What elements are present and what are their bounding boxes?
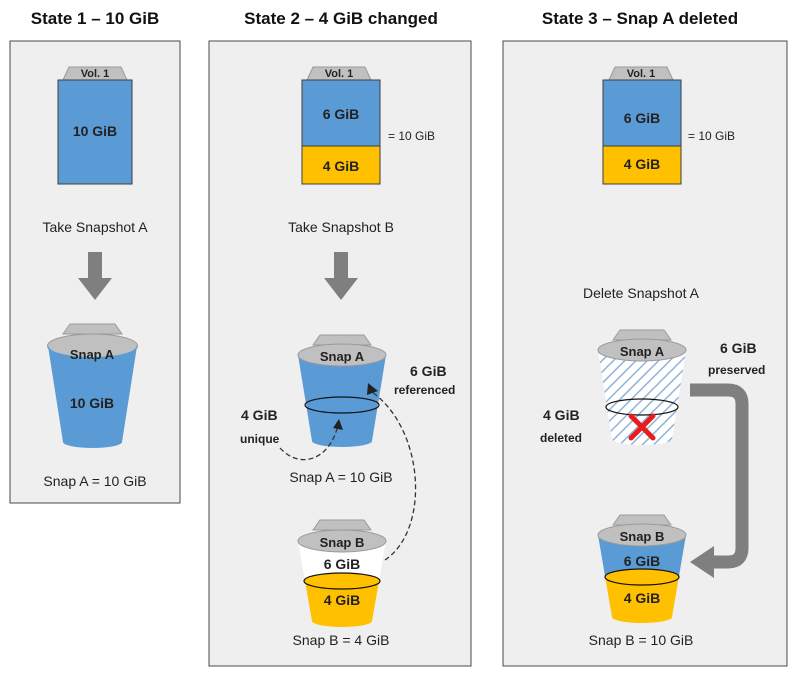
state3-preserved-value: 6 GiB [720,340,757,356]
state2-unique-arrow [279,424,339,461]
state3-preserve-arrow [690,383,749,569]
state2-heading: State 2 – 4 GiB changed [244,9,438,28]
state2-referenced-arrow [371,391,417,561]
state3-snapA-body [598,350,686,439]
state3-volume-top [602,79,682,147]
state1-snapshot-value: 10 GiB [70,395,114,411]
state1-volume-block [57,79,133,185]
state2-referenced-arrowhead [367,383,378,395]
state3-snapA-rim [597,338,687,362]
state2-snapB-lid [312,519,372,531]
state1-volume-value: 10 GiB [73,123,117,139]
state1-volume-tab-label: Vol. 1 [81,68,110,80]
state1-snapshot-rim-top [48,335,137,357]
state1-down-arrow [78,252,112,300]
state2-volume-bottom [301,145,381,185]
state3-snapA-label: Snap A [620,344,665,359]
state2-snapB-top-value: 6 GiB [324,556,361,572]
state3-snapB-summary: Snap B = 10 GiB [589,632,694,648]
state2-volume-top [301,79,381,147]
state3-volume-bottom-value: 4 GiB [624,156,661,172]
state2-down-arrow [324,252,358,300]
state1-snapshot-label: Snap A [70,347,115,362]
state3-snapB-top-value: 6 GiB [624,553,661,569]
state2-snapA-body [298,355,386,441]
state2-volume-top-value: 6 GiB [323,106,360,122]
state1-snapshot-base [63,436,122,448]
state1-action-label: Take Snapshot A [42,219,148,235]
state3-deleted-text: deleted [540,431,582,445]
state1-volume: Vol. 1 10 GiB [57,66,133,185]
state2-snapA-base [312,435,372,447]
state2-snapA-rim [297,343,387,367]
state2-snapB-bucket: Snap B 6 GiB 4 GiB [297,519,387,627]
state3-snapA-bucket: Snap A [597,329,687,445]
state3-action-label: Delete Snapshot A [583,285,700,301]
state2-unique-text: unique [240,432,280,446]
state2-unique-value: 4 GiB [241,407,278,423]
state1-panel-group: State 1 – 10 GiB Vol. 1 10 GiB Take Snap… [9,9,181,504]
state1-snapshot-lid [62,323,123,335]
state3-volume-total: = 10 GiB [688,129,735,143]
state2-volume-tab-label: Vol. 1 [325,68,354,80]
state3-snapB-bottom-value: 4 GiB [624,590,661,606]
state2-unique-arrowhead [333,419,343,430]
state3-snapA-divider [605,398,679,416]
state3-snapB-bucket: Snap B 6 GiB 4 GiB [597,514,687,623]
state2-volume-bottom-value: 4 GiB [323,158,360,174]
state3-snapB-label: Snap B [620,529,665,544]
state2-snapA-divider [304,396,380,414]
state3-snapA-base [612,433,672,445]
state2-snapB-divider [303,572,381,590]
state3-volume-bottom [602,145,682,185]
state2-snapB-bottom-value: 4 GiB [324,592,361,608]
state2-snapB-summary: Snap B = 4 GiB [293,632,390,648]
state2-volume-total: = 10 GiB [388,129,435,143]
state2-snapB-label: Snap B [320,535,365,550]
state3-snapB-divider [604,568,680,586]
state3-snapB-rim [597,523,687,547]
state2-action-label: Take Snapshot B [288,219,394,235]
delete-x-icon [628,413,656,441]
state2-snapA-label: Snap A [320,349,365,364]
state3-preserve-arrowhead [690,546,714,578]
state2-panel-group: State 2 – 4 GiB changed Vol. 1 6 GiB 4 G… [208,9,472,667]
state1-snapshot-bucket: Snap A 10 GiB [47,323,138,448]
state2-volume: Vol. 1 6 GiB 4 GiB = 10 GiB [301,66,435,185]
state3-heading: State 3 – Snap A deleted [542,9,738,28]
state2-snapB-rim [297,529,387,553]
state2-snapB-base [312,615,372,627]
state1-summary: Snap A = 10 GiB [43,473,146,489]
state1-heading: State 1 – 10 GiB [31,9,160,28]
state3-panel-group: State 3 – Snap A deleted Vol. 1 6 GiB 4 … [502,9,788,667]
state2-snapA-summary: Snap A = 10 GiB [289,469,392,485]
state2-referenced-text: referenced [394,383,455,397]
state3-volume-tab-label: Vol. 1 [627,68,656,80]
state3-volume-top-value: 6 GiB [624,110,661,126]
state1-snapshot-body [48,346,137,442]
state2-referenced-value: 6 GiB [410,363,447,379]
state3-deleted-value: 4 GiB [543,407,580,423]
state3-snapB-base [612,611,672,623]
state3-volume: Vol. 1 6 GiB 4 GiB = 10 GiB [602,66,735,185]
state3-preserved-text: preserved [708,363,765,377]
state2-snapA-bucket: Snap A [297,334,387,447]
